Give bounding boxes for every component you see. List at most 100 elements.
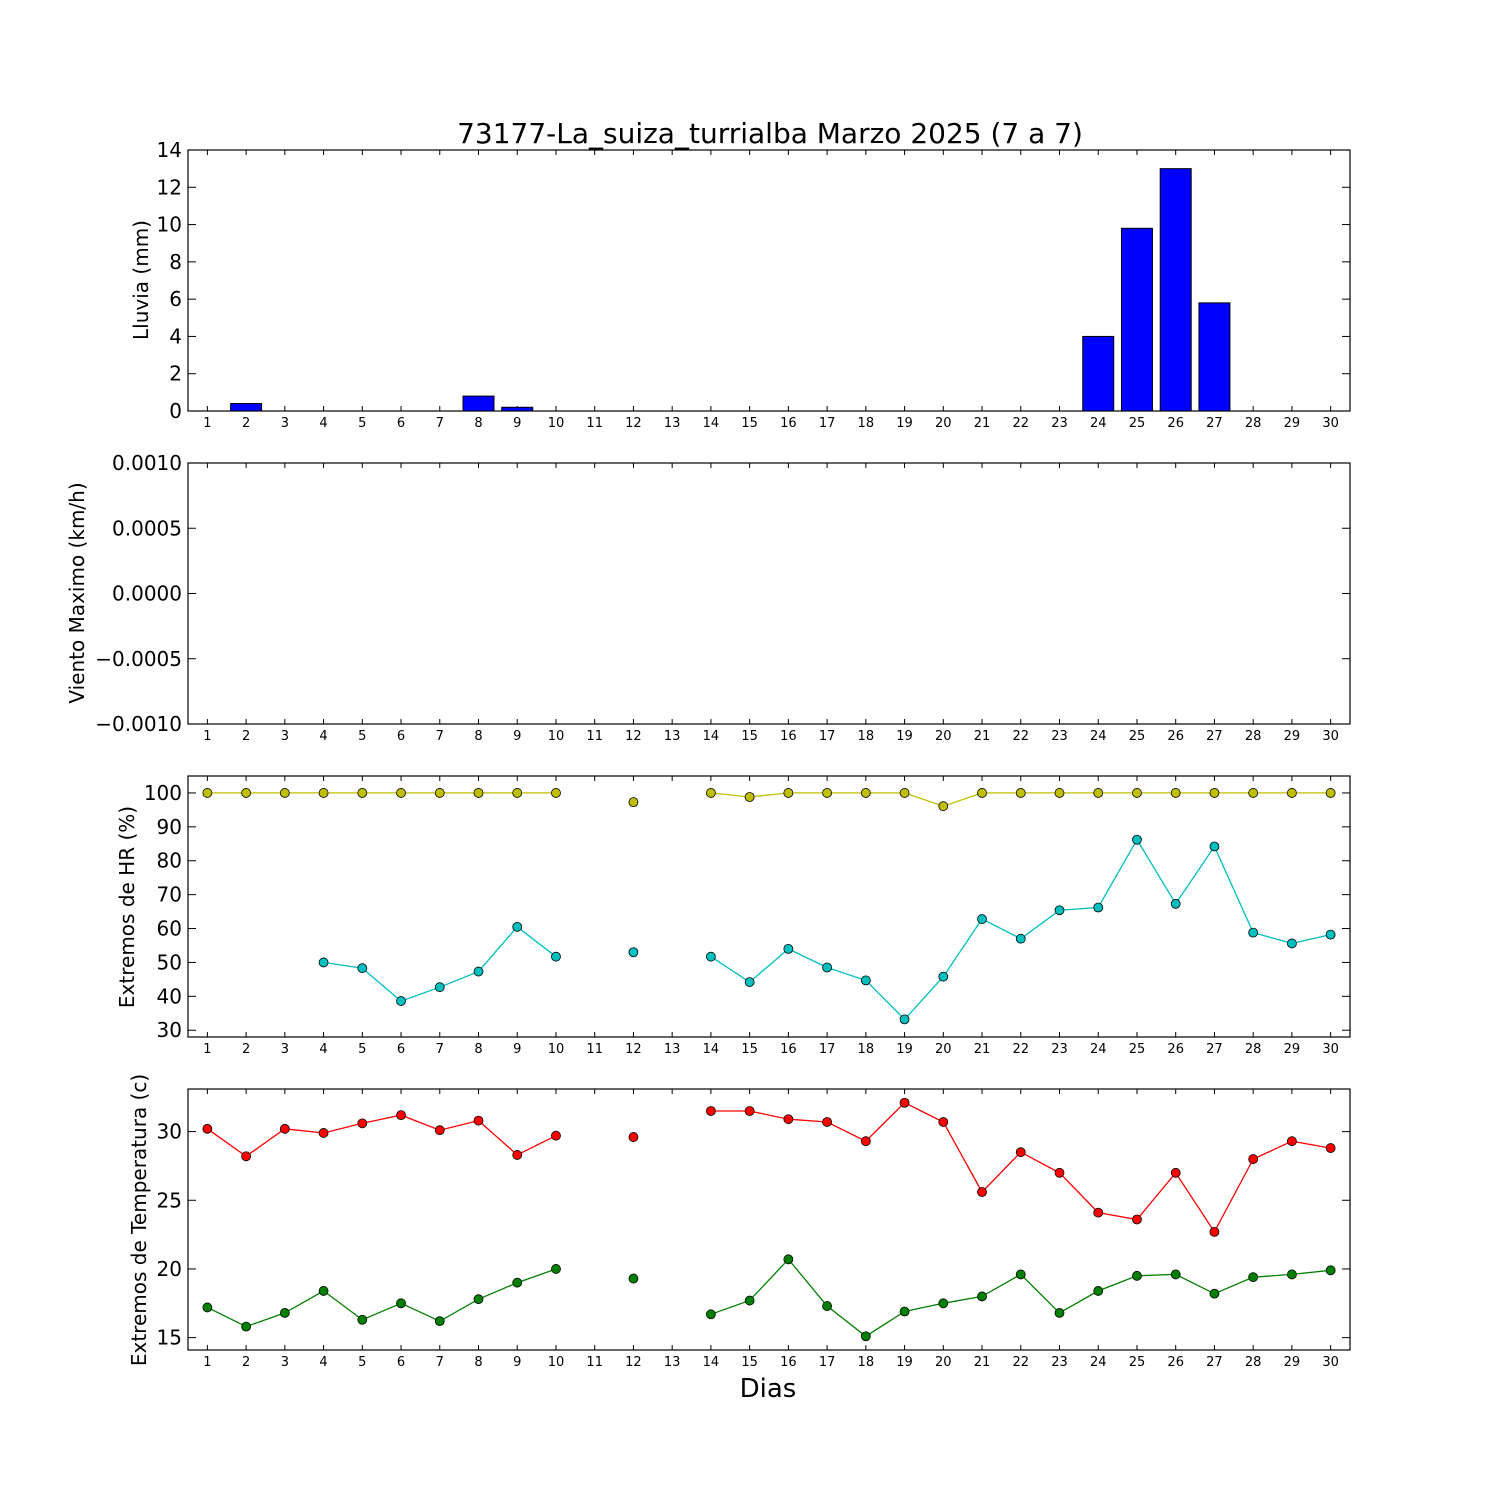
data-point-temperature-0 bbox=[1054, 1167, 1065, 1178]
x-tick-label: 29 bbox=[1284, 729, 1301, 744]
x-tick-label: 8 bbox=[474, 1355, 482, 1370]
series-line-humidity-0 bbox=[207, 792, 1331, 807]
y-tick-label: 0.0010 bbox=[112, 451, 182, 475]
data-point-humidity-1 bbox=[899, 1014, 910, 1025]
y-tick-label: 0.0000 bbox=[112, 582, 182, 606]
data-point-temperature-1 bbox=[1054, 1308, 1065, 1318]
data-point-humidity-0 bbox=[241, 788, 252, 798]
x-tick-label: 25 bbox=[1129, 729, 1146, 744]
data-point-temperature-0 bbox=[628, 1132, 639, 1142]
data-point-temperature-1 bbox=[551, 1264, 561, 1274]
x-tick-label: 21 bbox=[974, 729, 991, 744]
x-tick-label: 18 bbox=[858, 729, 875, 744]
x-tick-label: 10 bbox=[548, 729, 565, 744]
plot-frame-humidity bbox=[187, 775, 1351, 1038]
data-point-temperature-0 bbox=[279, 1123, 290, 1134]
x-tick-label: 26 bbox=[1167, 729, 1184, 744]
data-point-humidity-1 bbox=[977, 914, 987, 924]
x-tick-label: 27 bbox=[1206, 1042, 1223, 1057]
data-point-humidity-0 bbox=[512, 788, 523, 798]
x-tick-label: 7 bbox=[436, 416, 444, 431]
data-point-temperature-0 bbox=[318, 1128, 329, 1138]
x-tick-label: 26 bbox=[1167, 1042, 1184, 1057]
x-tick-label: 28 bbox=[1245, 729, 1262, 744]
x-tick-label: 4 bbox=[319, 729, 327, 744]
x-tick-label: 24 bbox=[1090, 1042, 1107, 1057]
data-point-humidity-0 bbox=[1209, 788, 1220, 798]
x-tick-label: 15 bbox=[741, 729, 758, 744]
x-tick-label: 26 bbox=[1167, 416, 1184, 431]
data-point-temperature-0 bbox=[1170, 1167, 1181, 1178]
data-point-humidity-0 bbox=[628, 797, 639, 807]
x-tick-label: 9 bbox=[513, 1355, 521, 1370]
x-tick-label: 17 bbox=[819, 416, 836, 431]
y-tick-label: 70 bbox=[157, 883, 182, 907]
y-axis-label-humidity: Extremos de HR (%) bbox=[115, 806, 139, 1008]
data-point-humidity-1 bbox=[1054, 905, 1065, 916]
x-tick-label: 6 bbox=[397, 729, 405, 744]
data-point-humidity-0 bbox=[860, 788, 871, 798]
data-point-humidity-1 bbox=[1132, 834, 1142, 845]
x-tick-label: 10 bbox=[548, 1042, 565, 1057]
y-tick-label: 8 bbox=[169, 250, 182, 274]
x-tick-label: 5 bbox=[358, 1042, 366, 1057]
series-line-temperature-0 bbox=[207, 1101, 1331, 1234]
x-tick-label: 5 bbox=[358, 1355, 366, 1370]
data-point-humidity-0 bbox=[1287, 788, 1297, 798]
x-tick-label: 17 bbox=[819, 1042, 836, 1057]
data-point-humidity-0 bbox=[202, 788, 213, 798]
data-point-humidity-0 bbox=[1015, 788, 1026, 798]
y-tick-label: 14 bbox=[157, 138, 182, 162]
data-point-temperature-0 bbox=[241, 1151, 252, 1162]
x-tick-label: 30 bbox=[1322, 729, 1339, 744]
x-tick-label: 24 bbox=[1090, 729, 1107, 744]
data-point-temperature-0 bbox=[706, 1106, 716, 1116]
rain-bar bbox=[501, 406, 534, 412]
x-tick-label: 6 bbox=[397, 416, 405, 431]
rain-bar bbox=[1120, 227, 1153, 412]
y-axis-label-rain: Lluvia (mm) bbox=[129, 220, 153, 340]
rain-bar bbox=[1159, 168, 1192, 412]
x-tick-label: 3 bbox=[281, 1355, 289, 1370]
x-tick-label: 20 bbox=[935, 416, 952, 431]
x-tick-label: 11 bbox=[586, 729, 603, 744]
rain-bar bbox=[1082, 335, 1115, 412]
y-tick-label: 80 bbox=[157, 849, 182, 873]
x-tick-label: 12 bbox=[625, 1355, 642, 1370]
x-tick-label: 6 bbox=[397, 1042, 405, 1057]
data-point-temperature-1 bbox=[512, 1277, 523, 1288]
x-tick-label: 9 bbox=[513, 416, 521, 431]
x-tick-label: 3 bbox=[281, 729, 289, 744]
x-tick-label: 8 bbox=[474, 416, 482, 431]
panel-humidity: Extremos de HR (%) 1 2 3 4 5 6 7 8 9 10 11 12 13 14 15… bbox=[115, 775, 1351, 1057]
x-tick-label: 29 bbox=[1284, 1355, 1301, 1370]
data-point-humidity-1 bbox=[744, 977, 755, 987]
x-tick-label: 17 bbox=[819, 1355, 836, 1370]
rain-bar bbox=[1198, 302, 1231, 412]
data-point-temperature-0 bbox=[1015, 1147, 1026, 1158]
x-tick-label: 5 bbox=[358, 416, 366, 431]
data-point-temperature-1 bbox=[1170, 1269, 1181, 1280]
x-tick-label: 1 bbox=[203, 416, 211, 431]
chart-title: 73177-La_suiza_turrialba Marzo 2025 (7 a… bbox=[457, 117, 1083, 150]
x-tick-label: 22 bbox=[1012, 729, 1029, 744]
y-axis-label-wind: Viento Maximo (km/h) bbox=[65, 482, 89, 703]
y-tick-label: −0.0010 bbox=[95, 712, 182, 736]
x-tick-label: 21 bbox=[974, 1355, 991, 1370]
data-point-humidity-0 bbox=[899, 788, 910, 798]
data-point-temperature-0 bbox=[1093, 1207, 1104, 1218]
data-point-humidity-0 bbox=[1248, 788, 1259, 798]
x-axis-label: Dias bbox=[740, 1374, 797, 1404]
data-point-temperature-1 bbox=[1132, 1270, 1142, 1281]
data-point-humidity-1 bbox=[783, 943, 794, 954]
x-tick-label: 18 bbox=[858, 1355, 875, 1370]
data-point-temperature-1 bbox=[1093, 1286, 1104, 1296]
x-tick-label: 14 bbox=[703, 729, 720, 744]
x-tick-label: 28 bbox=[1245, 1042, 1262, 1057]
data-point-temperature-0 bbox=[1132, 1214, 1142, 1225]
x-tick-label: 23 bbox=[1051, 1042, 1068, 1057]
y-tick-label: 12 bbox=[157, 175, 182, 199]
data-point-humidity-0 bbox=[938, 801, 949, 812]
data-point-humidity-1 bbox=[822, 962, 832, 973]
